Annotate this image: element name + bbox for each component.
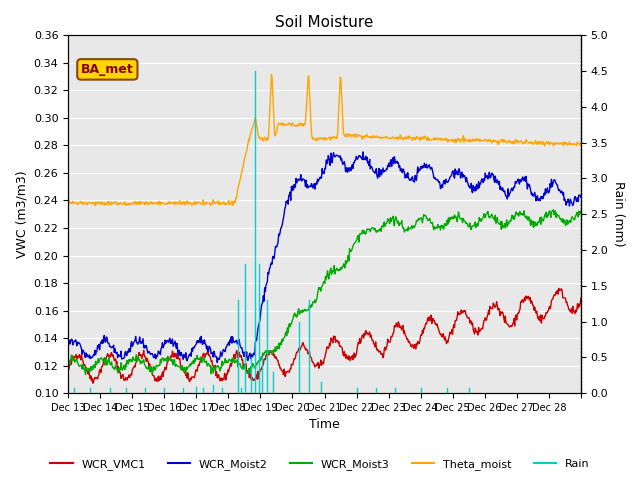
Text: BA_met: BA_met xyxy=(81,63,134,76)
Title: Soil Moisture: Soil Moisture xyxy=(275,15,374,30)
Y-axis label: VWC (m3/m3): VWC (m3/m3) xyxy=(15,170,28,258)
Legend: WCR_VMC1, WCR_Moist2, WCR_Moist3, Theta_moist, Rain: WCR_VMC1, WCR_Moist2, WCR_Moist3, Theta_… xyxy=(46,455,594,474)
Y-axis label: Rain (mm): Rain (mm) xyxy=(612,181,625,247)
X-axis label: Time: Time xyxy=(309,419,340,432)
